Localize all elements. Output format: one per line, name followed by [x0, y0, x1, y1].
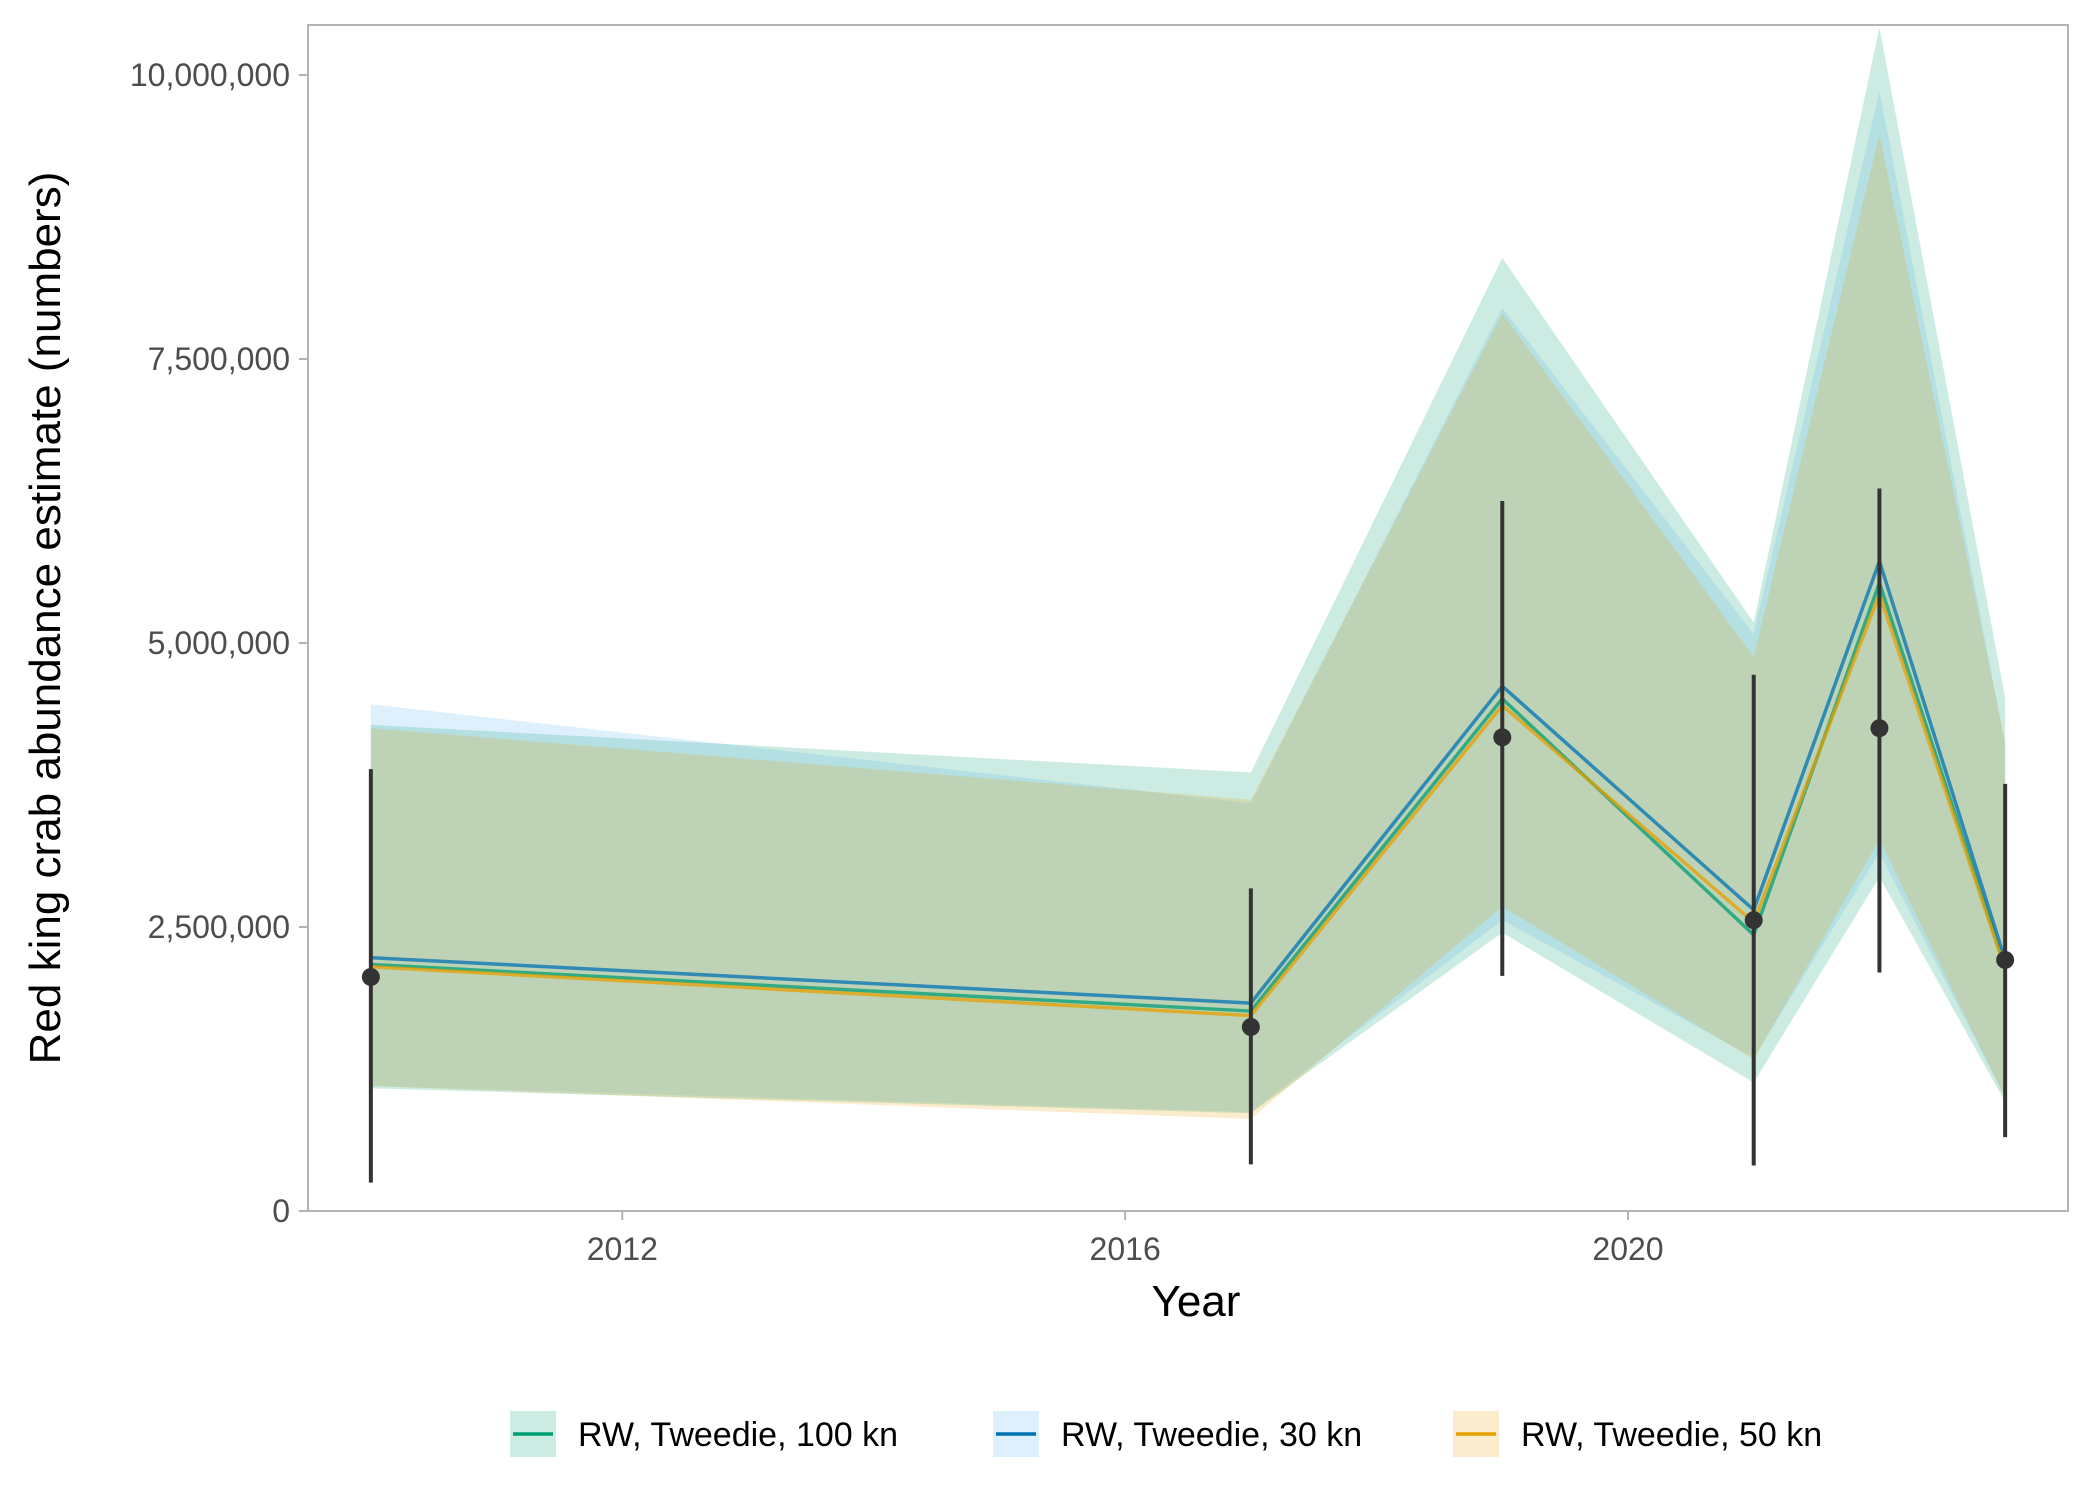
line-rw-tweedie-50-kn — [370, 592, 2007, 1018]
legend-label: RW, Tweedie, 100 kn — [578, 1416, 898, 1454]
plot-panel-border — [307, 24, 2069, 1212]
series-lines — [370, 559, 2007, 1018]
legend-label: RW, Tweedie, 30 kn — [1061, 1416, 1362, 1454]
observation-point — [1744, 911, 1763, 930]
line-rw-tweedie-30-kn — [370, 559, 2007, 1005]
x-axis-ticks: 2012 2016 2020 — [587, 1211, 1664, 1267]
band-rw-tweedie-50-kn — [370, 134, 2006, 1119]
legend-label: RW, Tweedie, 50 kn — [1521, 1416, 1822, 1454]
y-axis-ticks: 0 2,500,000 5,000,000 7,500,000 10,000,000 — [130, 57, 308, 1229]
y-tick-label: 10,000,000 — [130, 57, 290, 93]
observation-point — [1870, 719, 1889, 738]
legend-item-rw-tweedie-100-kn: RW, Tweedie, 100 kn — [510, 1411, 898, 1457]
band-rw-tweedie-100-kn — [370, 27, 2006, 1114]
observation-point — [361, 967, 380, 986]
band-rw-tweedie-30-kn — [370, 90, 2006, 1113]
observation-point — [1996, 950, 2015, 969]
observation-point — [1241, 1017, 1260, 1036]
x-axis-title: Year — [1152, 1277, 1241, 1326]
y-tick-label: 0 — [272, 1193, 290, 1229]
x-tick-label: 2016 — [1090, 1231, 1161, 1267]
legend-item-rw-tweedie-30-kn: RW, Tweedie, 30 kn — [993, 1411, 1362, 1457]
y-tick-label: 2,500,000 — [148, 909, 290, 945]
y-axis-title: Red king crab abundance estimate (number… — [21, 172, 70, 1065]
observation-point — [1493, 728, 1512, 747]
y-tick-label: 5,000,000 — [148, 625, 290, 661]
confidence-bands — [370, 27, 2006, 1119]
x-tick-label: 2012 — [587, 1231, 658, 1267]
legend: RW, Tweedie, 100 kn RW, Tweedie, 30 kn RW,… — [510, 1411, 1822, 1457]
x-tick-label: 2020 — [1592, 1231, 1663, 1267]
y-tick-label: 7,500,000 — [148, 341, 290, 377]
observations — [361, 488, 2015, 1183]
legend-item-rw-tweedie-50-kn: RW, Tweedie, 50 kn — [1453, 1411, 1822, 1457]
line-rw-tweedie-100-kn — [370, 581, 2007, 1013]
